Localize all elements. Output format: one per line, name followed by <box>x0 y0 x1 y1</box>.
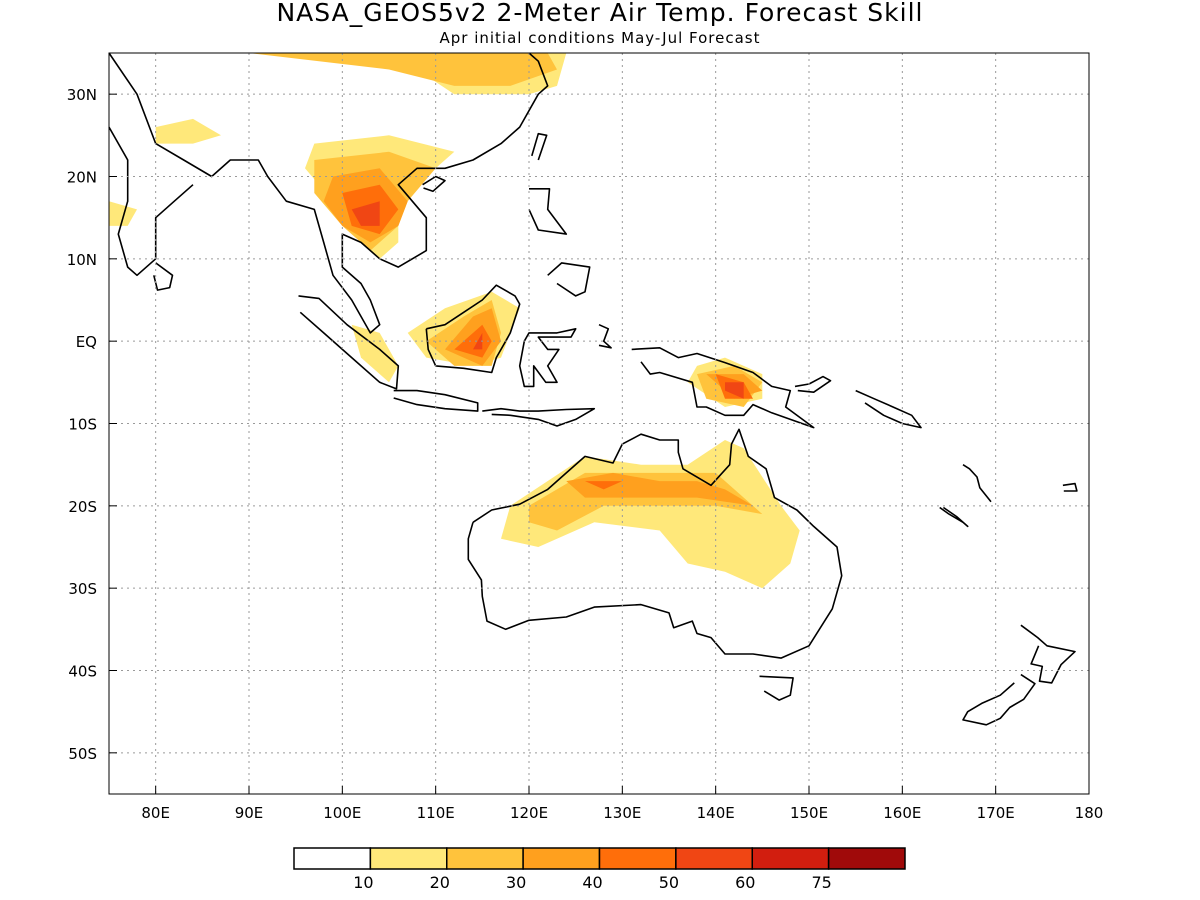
coastline-nz-north <box>1020 624 1076 684</box>
coastline-new-caledonia <box>939 506 969 528</box>
coastline-taiwan <box>531 132 548 161</box>
y-tick-label: EQ <box>76 333 97 351</box>
coastline-mindanao <box>547 262 591 297</box>
colorbar: 10 20 30 40 50 60 75 <box>293 847 906 892</box>
skill-region-23 <box>725 382 744 399</box>
x-tick-label: 80E <box>141 804 170 822</box>
y-tick-label: 30S <box>68 580 97 598</box>
y-tick-label: 30N <box>67 86 97 104</box>
skill-region-20 <box>585 481 623 490</box>
coastline-borneo <box>425 284 521 374</box>
coastline-new-guinea <box>631 346 815 429</box>
colorbar-swatch <box>293 847 372 870</box>
colorbar-label: 75 <box>811 873 831 892</box>
colorbar-label: 30 <box>506 873 526 892</box>
x-tick-label: 130E <box>603 804 641 822</box>
colorbar-label: 50 <box>659 873 679 892</box>
coastline-asia <box>108 52 549 334</box>
coastline-nz-south <box>962 673 1036 726</box>
coastline-sumatra <box>298 295 400 390</box>
colorbar-label: 60 <box>735 873 755 892</box>
colorbar-swatch <box>675 847 753 870</box>
coastline-india-west <box>108 126 194 277</box>
graticule <box>109 53 1089 794</box>
coastline-sri-lanka <box>153 262 174 291</box>
skill-region-18 <box>454 324 492 358</box>
coastline-hainan <box>422 175 446 193</box>
map-subtitle: Apr initial conditions May-Jul Forecast <box>439 29 761 47</box>
coastline-java <box>393 389 479 412</box>
coastline-solomons <box>855 389 922 429</box>
colorbar-swatch <box>827 847 906 870</box>
colorbar-label: 10 <box>353 873 373 892</box>
x-tick-label: 170E <box>977 804 1015 822</box>
coastline-lesser-sunda <box>482 407 596 427</box>
skill-region-2 <box>109 201 137 226</box>
skill-region-7 <box>501 440 800 589</box>
colorbar-label: 20 <box>430 873 450 892</box>
x-tick-label: 90E <box>235 804 264 822</box>
colorbar-swatch <box>446 847 524 870</box>
y-tick-label: 20N <box>67 169 97 187</box>
colorbar-swatch <box>598 847 677 870</box>
x-tick-label: 110E <box>417 804 455 822</box>
coastline-tasmania <box>759 675 794 701</box>
y-tick-label: 50S <box>68 745 97 763</box>
coastline-australia <box>467 428 843 659</box>
x-tick-label: 160E <box>883 804 921 822</box>
map-frame <box>108 52 1090 795</box>
coastlines <box>108 52 1078 726</box>
x-tick-label: 150E <box>790 804 828 822</box>
skill-region-21 <box>351 201 380 226</box>
map-title: NASA_GEOS5v2 2-Meter Air Temp. Forecast … <box>276 0 924 27</box>
coastline-halmahera <box>598 323 612 349</box>
axis-ticks: 80E 90E 100E 110E 120E 130E 140E 150E 160E 170E 18… <box>67 86 1104 822</box>
x-tick-label: 180 <box>1075 804 1104 822</box>
colorbar-label: 40 <box>582 873 602 892</box>
skill-region-4 <box>351 324 399 383</box>
y-tick-label: 10S <box>68 416 97 434</box>
coastline-fiji <box>1062 482 1078 492</box>
x-tick-label: 100E <box>323 804 361 822</box>
coastline-sulawesi <box>518 327 577 388</box>
coastline-luzon <box>528 188 568 235</box>
colorbar-swatch <box>369 847 448 870</box>
x-tick-label: 120E <box>510 804 548 822</box>
colorbar-swatch <box>751 847 830 870</box>
y-tick-label: 40S <box>68 663 97 681</box>
skill-region-8 <box>109 53 557 86</box>
x-tick-label: 140E <box>697 804 735 822</box>
y-tick-label: 10N <box>67 251 97 269</box>
colorbar-swatch <box>522 847 601 870</box>
y-tick-label: 20S <box>68 498 97 516</box>
skill-region-1 <box>155 118 221 144</box>
coastline-new-britain <box>794 375 832 394</box>
coastline-vanuatu <box>962 464 992 503</box>
skill-region-22 <box>473 332 483 350</box>
skill-shading <box>109 53 800 589</box>
